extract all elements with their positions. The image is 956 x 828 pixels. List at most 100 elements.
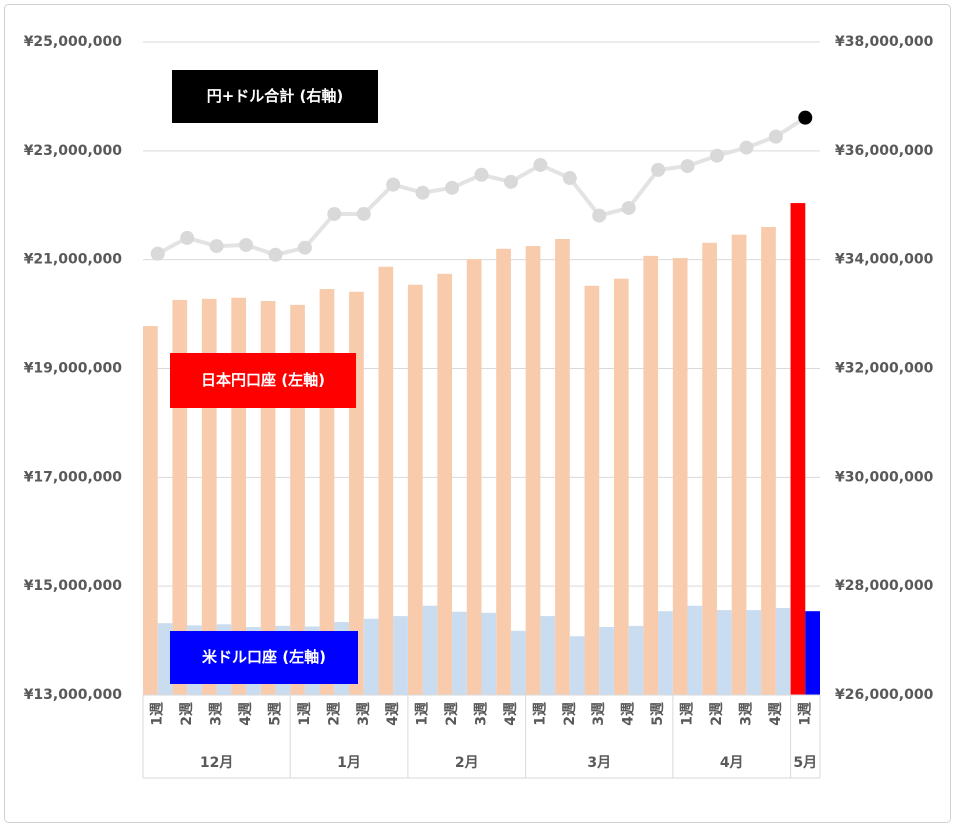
bar <box>569 636 585 695</box>
line-marker <box>297 240 312 255</box>
line-marker <box>239 237 254 252</box>
bar <box>761 227 776 695</box>
y-tick-label: ¥15,000,000 <box>24 578 123 594</box>
line-marker <box>386 177 401 192</box>
x-tick-label: 1週 <box>680 702 696 726</box>
x-tick-label: 3週 <box>474 702 490 726</box>
bar <box>510 630 526 695</box>
x-tick-label: 1週 <box>150 702 166 726</box>
bar <box>584 285 600 695</box>
line-marker <box>798 110 813 125</box>
x-tick-label: 5週 <box>650 702 666 726</box>
line-marker <box>533 157 548 172</box>
y-tick-label: ¥19,000,000 <box>24 361 123 377</box>
bar <box>775 607 791 695</box>
x-tick-label: 2週 <box>709 702 725 726</box>
line-marker <box>621 200 636 215</box>
y-tick-label: ¥25,000,000 <box>24 34 123 50</box>
y2-tick-label: ¥34,000,000 <box>835 252 934 268</box>
y2-tick-label: ¥32,000,000 <box>835 361 934 377</box>
bar <box>496 248 511 696</box>
x-tick-label: 4週 <box>503 702 519 726</box>
y2-tick-label: ¥38,000,000 <box>835 34 934 50</box>
x-tick-label: 2週 <box>326 702 342 726</box>
bar <box>599 626 614 695</box>
group-label: 3月 <box>587 755 611 771</box>
group-label: 4月 <box>720 755 744 771</box>
x-tick-label: 2週 <box>444 702 460 726</box>
y-tick-label: ¥17,000,000 <box>24 469 123 485</box>
y2-tick-label: ¥30,000,000 <box>835 469 934 485</box>
bar <box>378 266 394 695</box>
line-marker <box>180 230 195 245</box>
line-marker <box>680 159 695 174</box>
bar <box>393 616 408 695</box>
line-marker <box>209 239 224 254</box>
bar <box>525 246 541 695</box>
y-tick-label: ¥21,000,000 <box>24 252 123 268</box>
x-tick-label: 1週 <box>415 702 431 726</box>
x-tick-label: 2週 <box>179 702 195 726</box>
x-tick-label: 4週 <box>621 702 637 726</box>
line-marker <box>651 162 666 177</box>
legend-box <box>172 70 378 123</box>
bar <box>481 612 497 695</box>
line-marker <box>592 208 607 223</box>
y-tick-label: ¥23,000,000 <box>24 143 123 159</box>
line-marker <box>503 174 518 189</box>
legend-box <box>170 631 358 684</box>
legend-box <box>170 353 356 408</box>
y2-tick-label: ¥28,000,000 <box>835 578 934 594</box>
bar <box>452 611 467 695</box>
line-marker <box>415 185 430 200</box>
bar <box>143 326 158 695</box>
y2-tick-label: ¥36,000,000 <box>835 143 934 159</box>
line-marker <box>445 180 460 195</box>
group-label: 5月 <box>793 755 817 771</box>
bar <box>157 623 173 695</box>
x-tick-label: 1週 <box>797 702 813 726</box>
x-tick-label: 5週 <box>267 702 283 726</box>
bar <box>643 255 659 696</box>
x-tick-label: 1週 <box>532 702 548 726</box>
x-tick-label: 4週 <box>385 702 401 726</box>
line-marker <box>709 148 724 163</box>
x-tick-label: 3週 <box>591 702 607 726</box>
bar <box>613 278 629 695</box>
group-label: 1月 <box>337 755 361 771</box>
bar <box>790 203 806 695</box>
legend-label: 米ドル口座 (左軸) <box>202 648 326 666</box>
bar <box>555 238 570 695</box>
bar <box>407 284 423 695</box>
legend-label: 円+ドル合計 (右軸) <box>207 87 344 105</box>
line-marker <box>327 206 342 221</box>
line-marker <box>268 247 283 262</box>
line-marker <box>150 246 165 261</box>
line-marker <box>739 140 754 155</box>
x-tick-label: 4週 <box>238 702 254 726</box>
legend-label: 日本円口座 (左軸) <box>201 371 325 389</box>
bar <box>805 611 820 695</box>
x-tick-label: 3週 <box>356 702 372 726</box>
bar <box>672 258 688 695</box>
line-marker <box>562 171 577 186</box>
bar <box>687 605 703 695</box>
bar <box>628 625 644 695</box>
x-tick-label: 3週 <box>738 702 754 726</box>
line-marker <box>356 206 371 221</box>
x-tick-label: 1週 <box>297 702 313 726</box>
line-marker <box>474 167 489 182</box>
bar <box>466 259 482 695</box>
x-tick-label: 3週 <box>209 702 225 726</box>
bar <box>422 605 438 695</box>
y2-tick-label: ¥26,000,000 <box>835 687 934 703</box>
x-tick-label: 2週 <box>562 702 578 726</box>
y-tick-label: ¥13,000,000 <box>24 687 123 703</box>
bar <box>540 616 556 695</box>
line-marker <box>768 129 783 144</box>
bar <box>731 234 747 695</box>
bar <box>437 273 453 695</box>
group-label: 2月 <box>455 755 479 771</box>
bar <box>716 610 732 695</box>
